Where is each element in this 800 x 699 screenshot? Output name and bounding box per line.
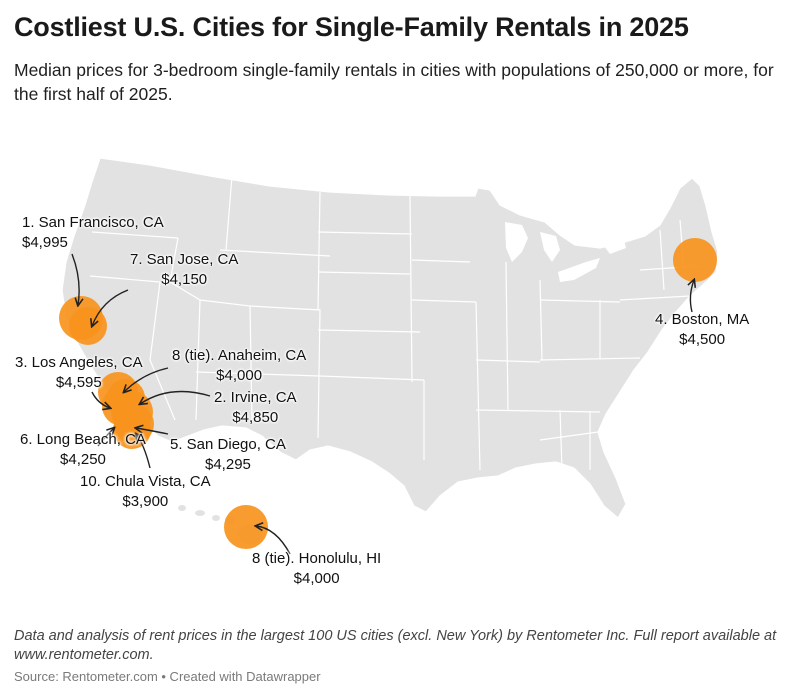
city-price: $4,150 bbox=[161, 271, 208, 288]
label-san-jose: 7. San Jose, CA $4,150 bbox=[130, 250, 238, 290]
chart-source: Source: Rentometer.com • Created with Da… bbox=[14, 669, 321, 684]
city-name: 8 (tie). Anaheim, CA bbox=[172, 347, 307, 364]
marker-san-jose bbox=[69, 307, 107, 345]
label-boston: 4. Boston, MA $4,500 bbox=[655, 310, 749, 350]
label-long-beach: 6. Long Beach, CA $4,250 bbox=[20, 430, 146, 470]
city-price: $4,850 bbox=[232, 409, 279, 426]
label-san-francisco: 1. San Francisco, CA $4,995 bbox=[22, 213, 164, 253]
city-name: 3. Los Angeles, CA bbox=[15, 354, 143, 371]
city-price: $4,995 bbox=[22, 234, 68, 251]
city-price: $4,250 bbox=[60, 451, 106, 468]
great-lakes bbox=[505, 222, 626, 282]
city-name: 2. Irvine, CA bbox=[214, 389, 297, 406]
city-name: 1. San Francisco, CA bbox=[22, 214, 164, 231]
chart-subtitle: Median prices for 3-bedroom single-famil… bbox=[14, 60, 774, 104]
city-price: $4,595 bbox=[55, 374, 102, 391]
arrow-san-diego bbox=[136, 428, 169, 435]
city-price: $3,900 bbox=[122, 493, 169, 510]
arrow-chula-vista bbox=[136, 434, 151, 469]
arrow-irvine bbox=[140, 390, 211, 405]
marker-boston bbox=[673, 238, 717, 282]
city-name: 7. San Jose, CA bbox=[130, 251, 239, 268]
contiguous-us-shape bbox=[61, 157, 719, 519]
arrow-honolulu bbox=[256, 526, 291, 555]
city-price: $4,000 bbox=[216, 367, 263, 384]
arrow-san-jose bbox=[92, 289, 129, 326]
city-price: $4,500 bbox=[679, 331, 726, 348]
chart-notes: Data and analysis of rent prices in the … bbox=[14, 628, 777, 663]
city-price: $4,295 bbox=[205, 456, 251, 473]
city-name: 6. Long Beach, CA bbox=[20, 431, 146, 448]
arrow-anaheim bbox=[124, 367, 169, 392]
label-chula-vista: 10. Chula Vista, CA $3,900 bbox=[80, 472, 211, 512]
arrow-long-beach bbox=[97, 428, 114, 447]
leader-arrows bbox=[71, 253, 694, 555]
label-anaheim: 8 (tie). Anaheim, CA $4,000 bbox=[172, 346, 306, 386]
city-price: $4,000 bbox=[293, 570, 340, 587]
arrow-los-angeles bbox=[91, 391, 110, 408]
city-name: 5. San Diego, CA bbox=[170, 436, 286, 453]
city-name: 10. Chula Vista, CA bbox=[80, 473, 211, 490]
marker-honolulu bbox=[224, 505, 268, 549]
label-honolulu: 8 (tie). Honolulu, HI $4,000 bbox=[252, 549, 381, 589]
city-name: 8 (tie). Honolulu, HI bbox=[252, 550, 382, 567]
city-name: 4. Boston, MA bbox=[655, 311, 750, 328]
label-los-angeles: 3. Los Angeles, CA $4,595 bbox=[15, 353, 143, 393]
label-irvine: 2. Irvine, CA $4,850 bbox=[214, 388, 297, 428]
label-san-diego: 5. San Diego, CA $4,295 bbox=[170, 435, 286, 475]
chart-title: Costliest U.S. Cities for Single-Family … bbox=[14, 12, 689, 42]
arrow-san-francisco bbox=[71, 253, 79, 305]
arrow-boston bbox=[690, 280, 694, 313]
